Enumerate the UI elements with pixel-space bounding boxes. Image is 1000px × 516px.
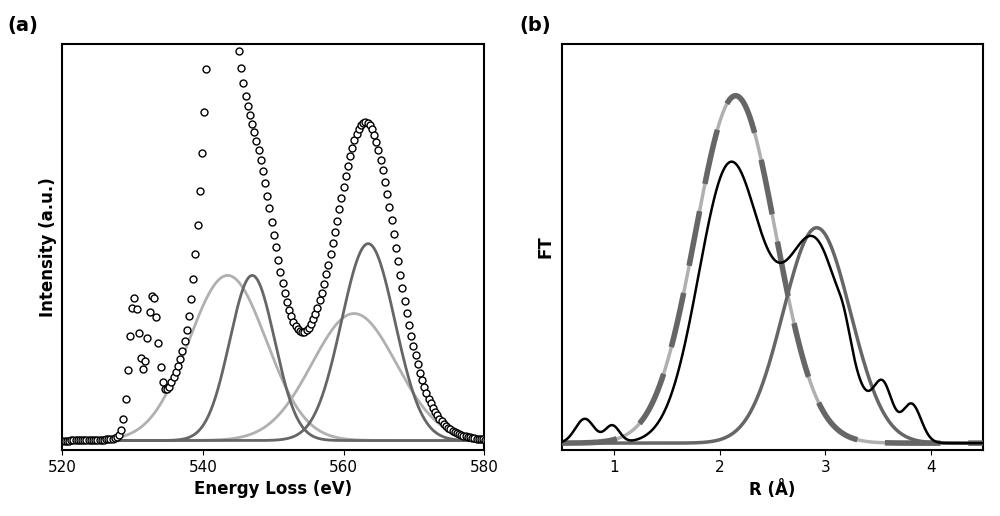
Text: (a): (a) — [8, 17, 39, 36]
Y-axis label: Intensity (a.u.): Intensity (a.u.) — [39, 177, 57, 317]
X-axis label: R (Å): R (Å) — [749, 480, 796, 499]
X-axis label: Energy Loss (eV): Energy Loss (eV) — [194, 480, 352, 498]
Y-axis label: FT: FT — [537, 235, 555, 258]
Text: (b): (b) — [519, 17, 551, 36]
